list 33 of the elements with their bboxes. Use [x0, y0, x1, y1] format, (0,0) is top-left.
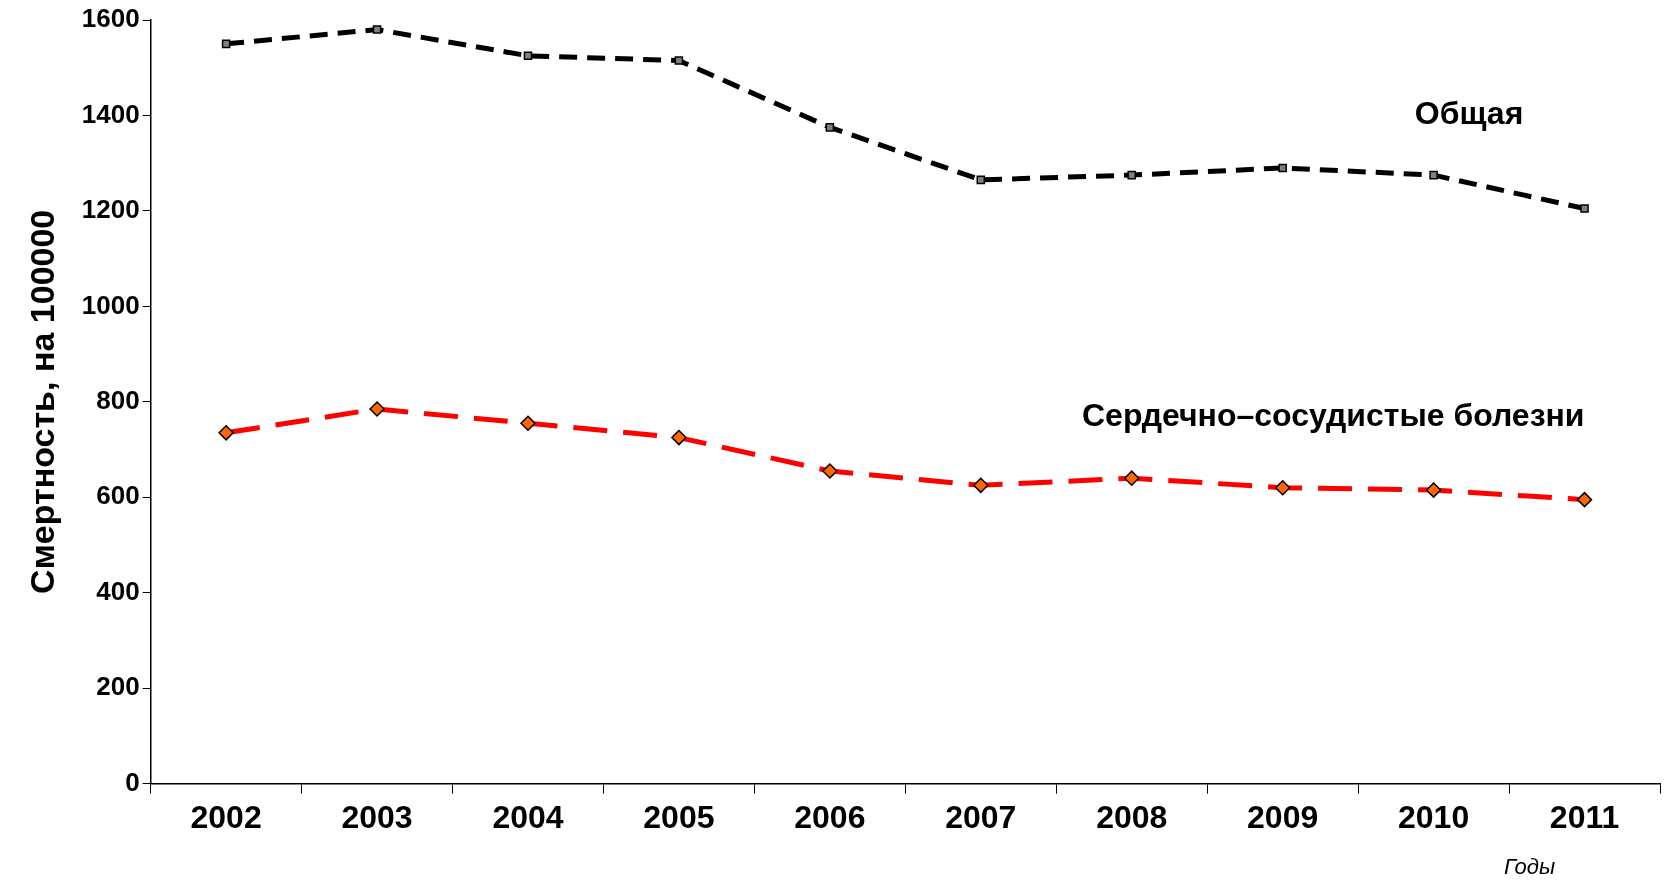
x-tick-label: 2009 — [1247, 798, 1319, 835]
series-label: Сердечно–сосудистые болезни — [1082, 397, 1585, 434]
x-tick-label: 2008 — [1096, 798, 1168, 835]
x-tick-label: 2002 — [190, 798, 262, 835]
y-tick-label: 0 — [125, 766, 140, 797]
y-tick-label: 1200 — [81, 194, 140, 225]
x-tick-label: 2003 — [341, 798, 413, 835]
series-label: Общая — [1414, 94, 1524, 131]
point — [976, 175, 986, 185]
point — [674, 56, 684, 65]
y-tick-label: 1400 — [81, 98, 140, 129]
y-tick-label: 1600 — [81, 3, 140, 34]
y-tick-label: 800 — [96, 384, 140, 415]
y-axis-title: Смертность, на 100000 — [22, 209, 61, 594]
point — [523, 51, 533, 61]
x-tick-label: 2007 — [945, 798, 1017, 835]
point — [1429, 170, 1438, 180]
x-axis-title: Годы — [1503, 854, 1556, 880]
x-tick-label: 2010 — [1398, 798, 1470, 835]
y-tick-label: 400 — [96, 575, 140, 606]
x-tick-label: 2011 — [1549, 798, 1620, 835]
point — [825, 123, 835, 132]
x-tick-label: 2006 — [794, 798, 866, 835]
y-tick-label: 200 — [96, 671, 140, 702]
point — [1278, 163, 1287, 173]
point — [1127, 170, 1137, 180]
point — [372, 25, 382, 34]
point — [221, 39, 231, 49]
point — [1580, 204, 1589, 213]
y-tick-label: 600 — [96, 480, 140, 511]
x-tick-label: 2005 — [643, 798, 715, 835]
y-tick-label: 1000 — [81, 289, 140, 320]
x-tick-label: 2004 — [492, 798, 564, 835]
